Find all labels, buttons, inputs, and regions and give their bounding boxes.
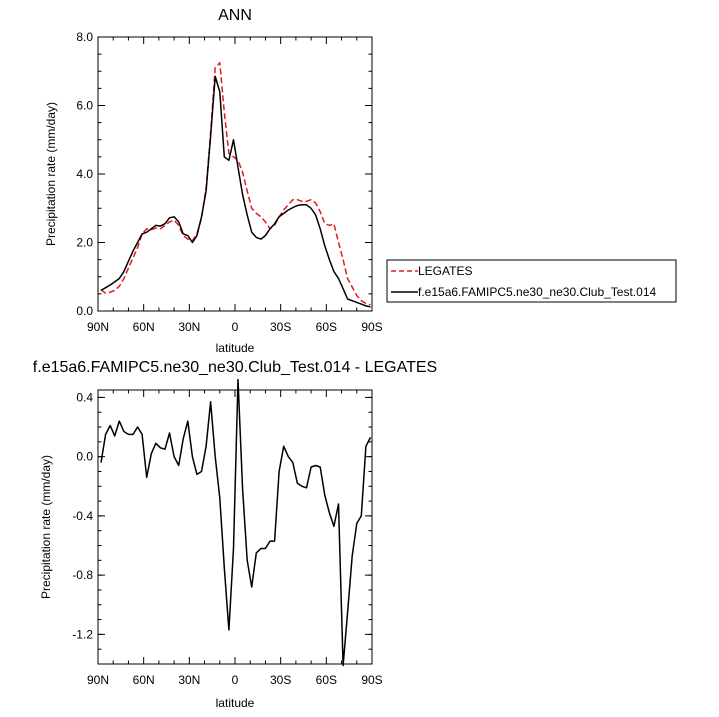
bottom-panel-series-line-0 [100,378,372,667]
top-panel-frame [97,36,373,312]
bottom-panel-x-tick-label: 30S [270,673,291,687]
bottom-panel-x-tick-label: 60S [316,673,337,687]
top-panel-y-tick-label: 0.0 [76,304,93,318]
legend: LEGATES f.e15a6.FAMIPC5.ne30_ne30.Club_T… [386,259,677,303]
top-panel: ANN 90N 60N 30N 0 30S 60S 90S 0.0 2.0 4.0 6.0 8.0 l… [44,7,383,355]
bottom-panel-x-tick-label: 30N [178,673,200,687]
top-panel-series [100,61,371,308]
top-panel-series-line-1 [100,75,371,308]
top-panel-series-line-0 [100,61,371,306]
top-panel-ylabel: Precipitation rate (mm/day) [44,102,58,246]
top-panel-x-tick-label: 30S [270,320,291,334]
top-panel-x-tick-label: 60N [133,320,155,334]
top-panel-y-tick-label: 8.0 [76,30,93,44]
bottom-panel-ticks: 90N 60N 30N 0 30S 60S 90S -1.2 -0.8 -0.4 0.0 0.4 [72,390,383,687]
top-panel-xlabel: latitude [216,341,255,355]
bottom-panel-y-tick-label: -0.8 [72,568,93,582]
bottom-panel-frame [97,389,373,665]
bottom-panel-ylabel: Precipitation rate (mm/day) [39,455,53,599]
top-panel-x-tick-label: 30N [178,320,200,334]
bottom-panel-y-tick-label: -1.2 [72,627,93,641]
top-panel-x-tick-label: 0 [232,320,239,334]
bottom-panel-y-tick-label: 0.0 [76,450,93,464]
bottom-panel: f.e15a6.FAMIPC5.ne30_ne30.Club_Test.014 … [33,359,437,710]
top-panel-x-tick-label: 90S [361,320,382,334]
top-panel-y-tick-label: 2.0 [76,236,93,250]
bottom-panel-y-tick-label: -0.4 [72,509,93,523]
bottom-panel-x-tick-label: 60N [133,673,155,687]
bottom-panel-title: f.e15a6.FAMIPC5.ne30_ne30.Club_Test.014 … [33,359,437,376]
legend-label-legates: LEGATES [418,264,472,278]
top-panel-x-tick-label: 60S [316,320,337,334]
bottom-panel-x-tick-label: 90N [87,673,109,687]
bottom-panel-x-tick-label: 0 [232,673,239,687]
legend-box [386,259,677,303]
top-panel-ticks: 90N 60N 30N 0 30S 60S 90S 0.0 2.0 4.0 6.0 8.0 [76,30,382,334]
top-panel-y-tick-label: 4.0 [76,167,93,181]
bottom-panel-x-tick-label: 90S [361,673,382,687]
bottom-panel-y-tick-label: 0.4 [76,390,93,404]
bottom-panel-xlabel: latitude [216,696,255,710]
bottom-panel-series [100,378,372,667]
legend-label-model: f.e15a6.FAMIPC5.ne30_ne30.Club_Test.014 [418,285,656,299]
top-panel-x-tick-label: 90N [87,320,109,334]
top-panel-title: ANN [218,7,252,24]
top-panel-y-tick-label: 6.0 [76,99,93,113]
